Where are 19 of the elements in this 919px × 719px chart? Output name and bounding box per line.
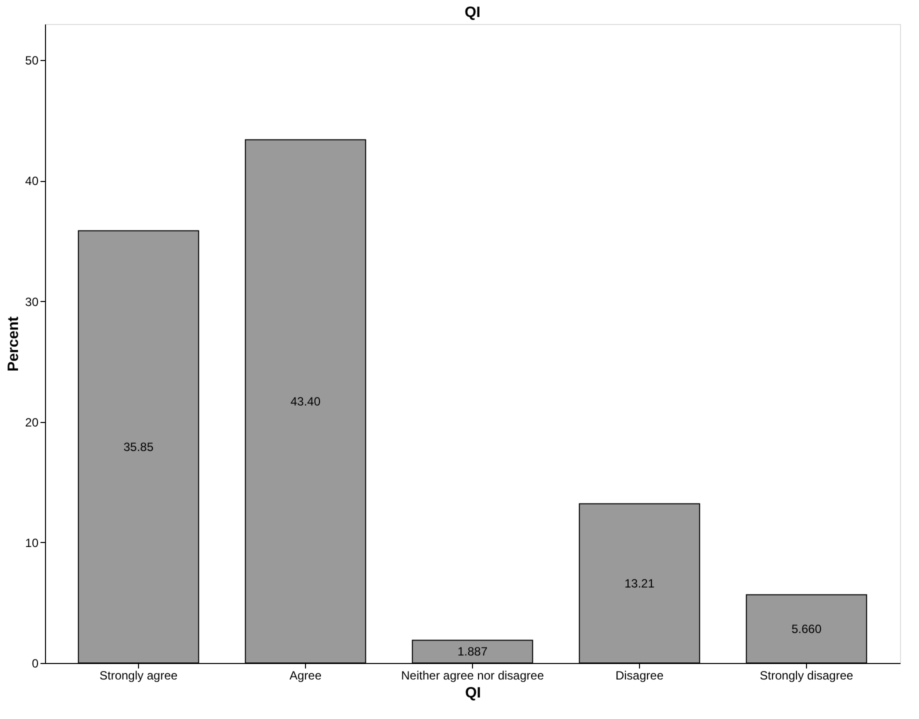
- x-tick-label: Strongly agree: [99, 668, 178, 682]
- y-tick-label: 0: [32, 656, 39, 670]
- data-label: 1.887: [457, 644, 488, 659]
- x-tick-label: Disagree: [615, 668, 664, 682]
- x-tick-label: Agree: [289, 668, 322, 682]
- data-label: 43.40: [290, 394, 321, 408]
- x-axis-title: QI: [465, 684, 481, 702]
- data-label: 13.21: [624, 576, 655, 590]
- x-tick-label: Neither agree nor disagree: [401, 668, 544, 682]
- y-tick-label: 20: [25, 415, 39, 430]
- y-tick-label: 30: [25, 294, 39, 309]
- x-tick-label: Strongly disagree: [760, 668, 854, 682]
- chart-title: QI: [464, 4, 480, 21]
- y-axis-title: Percent: [5, 316, 22, 372]
- data-label: 35.85: [124, 440, 154, 454]
- y-tick-label: 50: [25, 54, 39, 68]
- y-tick-label: 40: [25, 174, 39, 188]
- y-tick-label: 10: [25, 536, 39, 550]
- data-label: 5.660: [791, 622, 822, 636]
